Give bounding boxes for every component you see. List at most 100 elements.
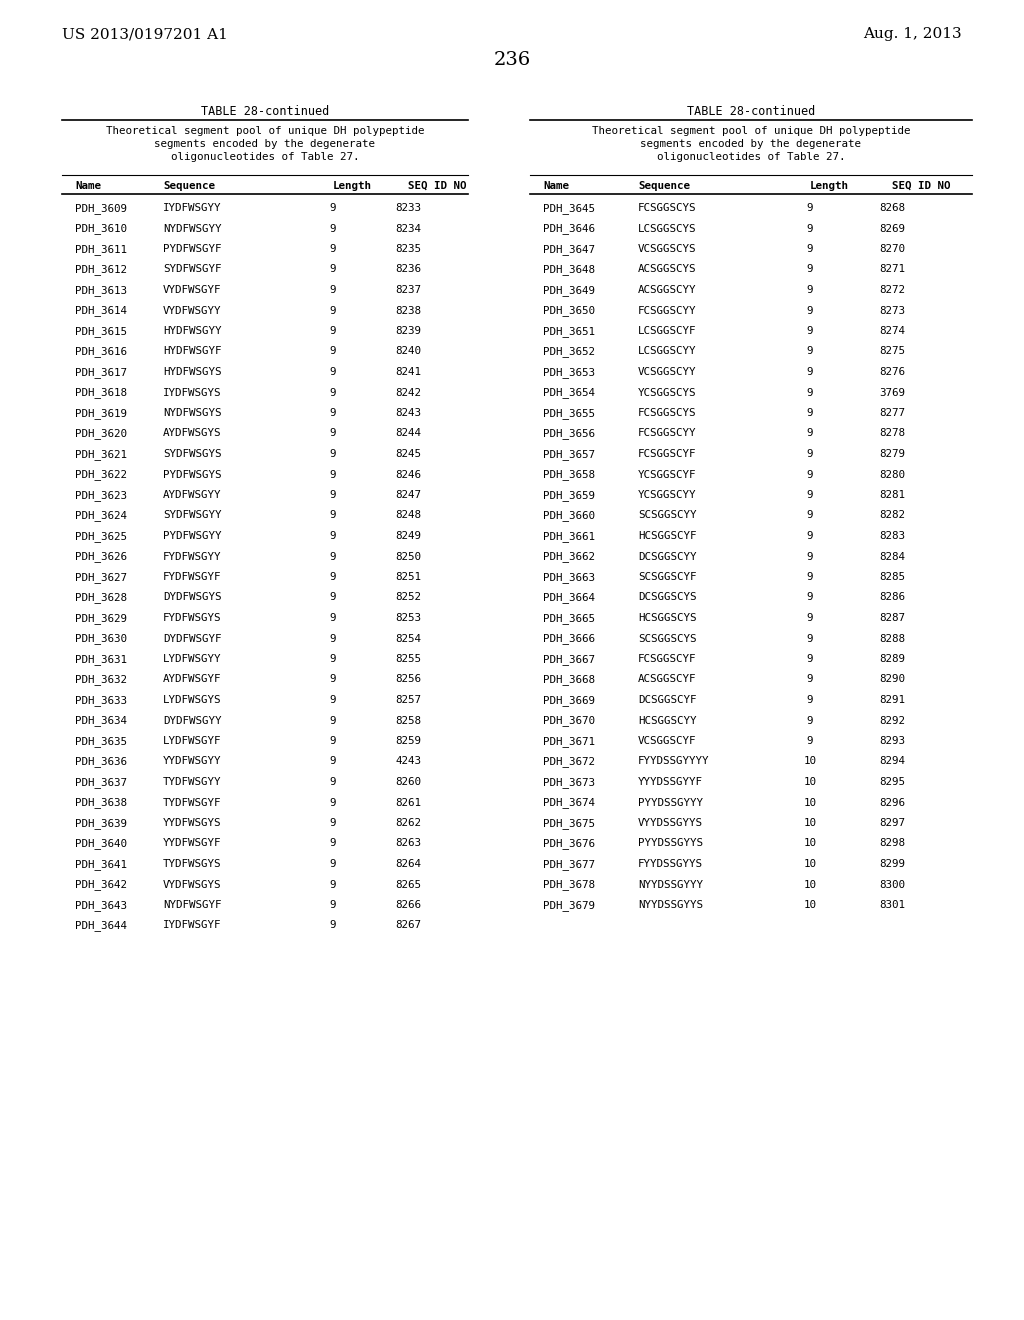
Text: 8298: 8298 [879,838,905,849]
Text: PDH_3610: PDH_3610 [75,223,127,235]
Text: 8238: 8238 [395,305,421,315]
Text: DYDFWSGYY: DYDFWSGYY [163,715,221,726]
Text: PDH_3619: PDH_3619 [75,408,127,418]
Text: VYDFWSGYF: VYDFWSGYF [163,285,221,294]
Text: SCSGGSCYS: SCSGGSCYS [638,634,696,644]
Text: PDH_3655: PDH_3655 [543,408,595,418]
Text: YYDFWSGYS: YYDFWSGYS [163,818,221,828]
Text: 8256: 8256 [395,675,421,685]
Text: 9: 9 [807,675,813,685]
Text: 9: 9 [330,818,336,828]
Text: 9: 9 [807,429,813,438]
Text: SYDFWSGYS: SYDFWSGYS [163,449,221,459]
Text: 10: 10 [804,900,816,909]
Text: PYDFWSGYY: PYDFWSGYY [163,531,221,541]
Text: 9: 9 [807,449,813,459]
Text: PDH_3665: PDH_3665 [543,612,595,624]
Text: PDH_3662: PDH_3662 [543,552,595,562]
Text: PDH_3628: PDH_3628 [75,593,127,603]
Text: 8291: 8291 [879,696,905,705]
Text: PYDFWSGYF: PYDFWSGYF [163,244,221,253]
Text: 8266: 8266 [395,900,421,909]
Text: PDH_3615: PDH_3615 [75,326,127,337]
Text: 9: 9 [330,797,336,808]
Text: 9: 9 [330,653,336,664]
Text: Length: Length [333,181,372,191]
Text: DCSGGSCYY: DCSGGSCYY [638,552,696,561]
Text: FCSGGSCYY: FCSGGSCYY [638,305,696,315]
Text: 8292: 8292 [879,715,905,726]
Text: PDH_3674: PDH_3674 [543,797,595,808]
Text: 8296: 8296 [879,797,905,808]
Text: NYYDSSGYYY: NYYDSSGYYY [638,879,703,890]
Text: ACSGGSCYY: ACSGGSCYY [638,285,696,294]
Text: PDH_3613: PDH_3613 [75,285,127,296]
Text: 9: 9 [807,572,813,582]
Text: DYDFWSGYS: DYDFWSGYS [163,593,221,602]
Text: 8268: 8268 [879,203,905,213]
Text: 9: 9 [807,264,813,275]
Text: PDH_3612: PDH_3612 [75,264,127,276]
Text: PDH_3639: PDH_3639 [75,818,127,829]
Text: Name: Name [543,181,569,191]
Text: 8283: 8283 [879,531,905,541]
Text: 9: 9 [330,326,336,337]
Text: PDH_3641: PDH_3641 [75,859,127,870]
Text: segments encoded by the degenerate: segments encoded by the degenerate [640,139,861,149]
Text: PDH_3643: PDH_3643 [75,900,127,911]
Text: TABLE 28-continued: TABLE 28-continued [201,106,329,117]
Text: 9: 9 [807,737,813,746]
Text: 9: 9 [330,572,336,582]
Text: 9: 9 [807,511,813,520]
Text: SCSGGSCYF: SCSGGSCYF [638,572,696,582]
Text: 9: 9 [807,367,813,378]
Text: 8239: 8239 [395,326,421,337]
Text: HYDFWSGYY: HYDFWSGYY [163,326,221,337]
Text: PDH_3616: PDH_3616 [75,346,127,358]
Text: 8299: 8299 [879,859,905,869]
Text: TYDFWSGYF: TYDFWSGYF [163,797,221,808]
Text: PDH_3635: PDH_3635 [75,737,127,747]
Text: Length: Length [810,181,849,191]
Text: 9: 9 [330,223,336,234]
Text: PDH_3621: PDH_3621 [75,449,127,459]
Text: oligonucleotides of Table 27.: oligonucleotides of Table 27. [171,152,359,162]
Text: 8242: 8242 [395,388,421,397]
Text: YCSGGSCYF: YCSGGSCYF [638,470,696,479]
Text: LYDFWSGYF: LYDFWSGYF [163,737,221,746]
Text: SYDFWSGYY: SYDFWSGYY [163,511,221,520]
Text: IYDFWSGYS: IYDFWSGYS [163,388,221,397]
Text: PDH_3650: PDH_3650 [543,305,595,317]
Text: 8244: 8244 [395,429,421,438]
Text: 8240: 8240 [395,346,421,356]
Text: 8247: 8247 [395,490,421,500]
Text: 8269: 8269 [879,223,905,234]
Text: PDH_3647: PDH_3647 [543,244,595,255]
Text: PDH_3654: PDH_3654 [543,388,595,399]
Text: VYDFWSGYY: VYDFWSGYY [163,305,221,315]
Text: 9: 9 [330,511,336,520]
Text: PDH_3629: PDH_3629 [75,612,127,624]
Text: PDH_3653: PDH_3653 [543,367,595,378]
Text: PDH_3623: PDH_3623 [75,490,127,500]
Text: SEQ ID NO: SEQ ID NO [892,181,950,191]
Text: PDH_3627: PDH_3627 [75,572,127,583]
Text: 8300: 8300 [879,879,905,890]
Text: PDH_3657: PDH_3657 [543,449,595,459]
Text: 10: 10 [804,879,816,890]
Text: PDH_3659: PDH_3659 [543,490,595,500]
Text: PDH_3676: PDH_3676 [543,838,595,849]
Text: SEQ ID NO: SEQ ID NO [408,181,467,191]
Text: HYDFWSGYF: HYDFWSGYF [163,346,221,356]
Text: 8282: 8282 [879,511,905,520]
Text: 8285: 8285 [879,572,905,582]
Text: PDH_3658: PDH_3658 [543,470,595,480]
Text: TABLE 28-continued: TABLE 28-continued [687,106,815,117]
Text: FYDFWSGYY: FYDFWSGYY [163,552,221,561]
Text: PDH_3617: PDH_3617 [75,367,127,378]
Text: PDH_3660: PDH_3660 [543,511,595,521]
Text: VCSGGSCYS: VCSGGSCYS [638,244,696,253]
Text: 9: 9 [330,777,336,787]
Text: 8278: 8278 [879,429,905,438]
Text: segments encoded by the degenerate: segments encoded by the degenerate [155,139,376,149]
